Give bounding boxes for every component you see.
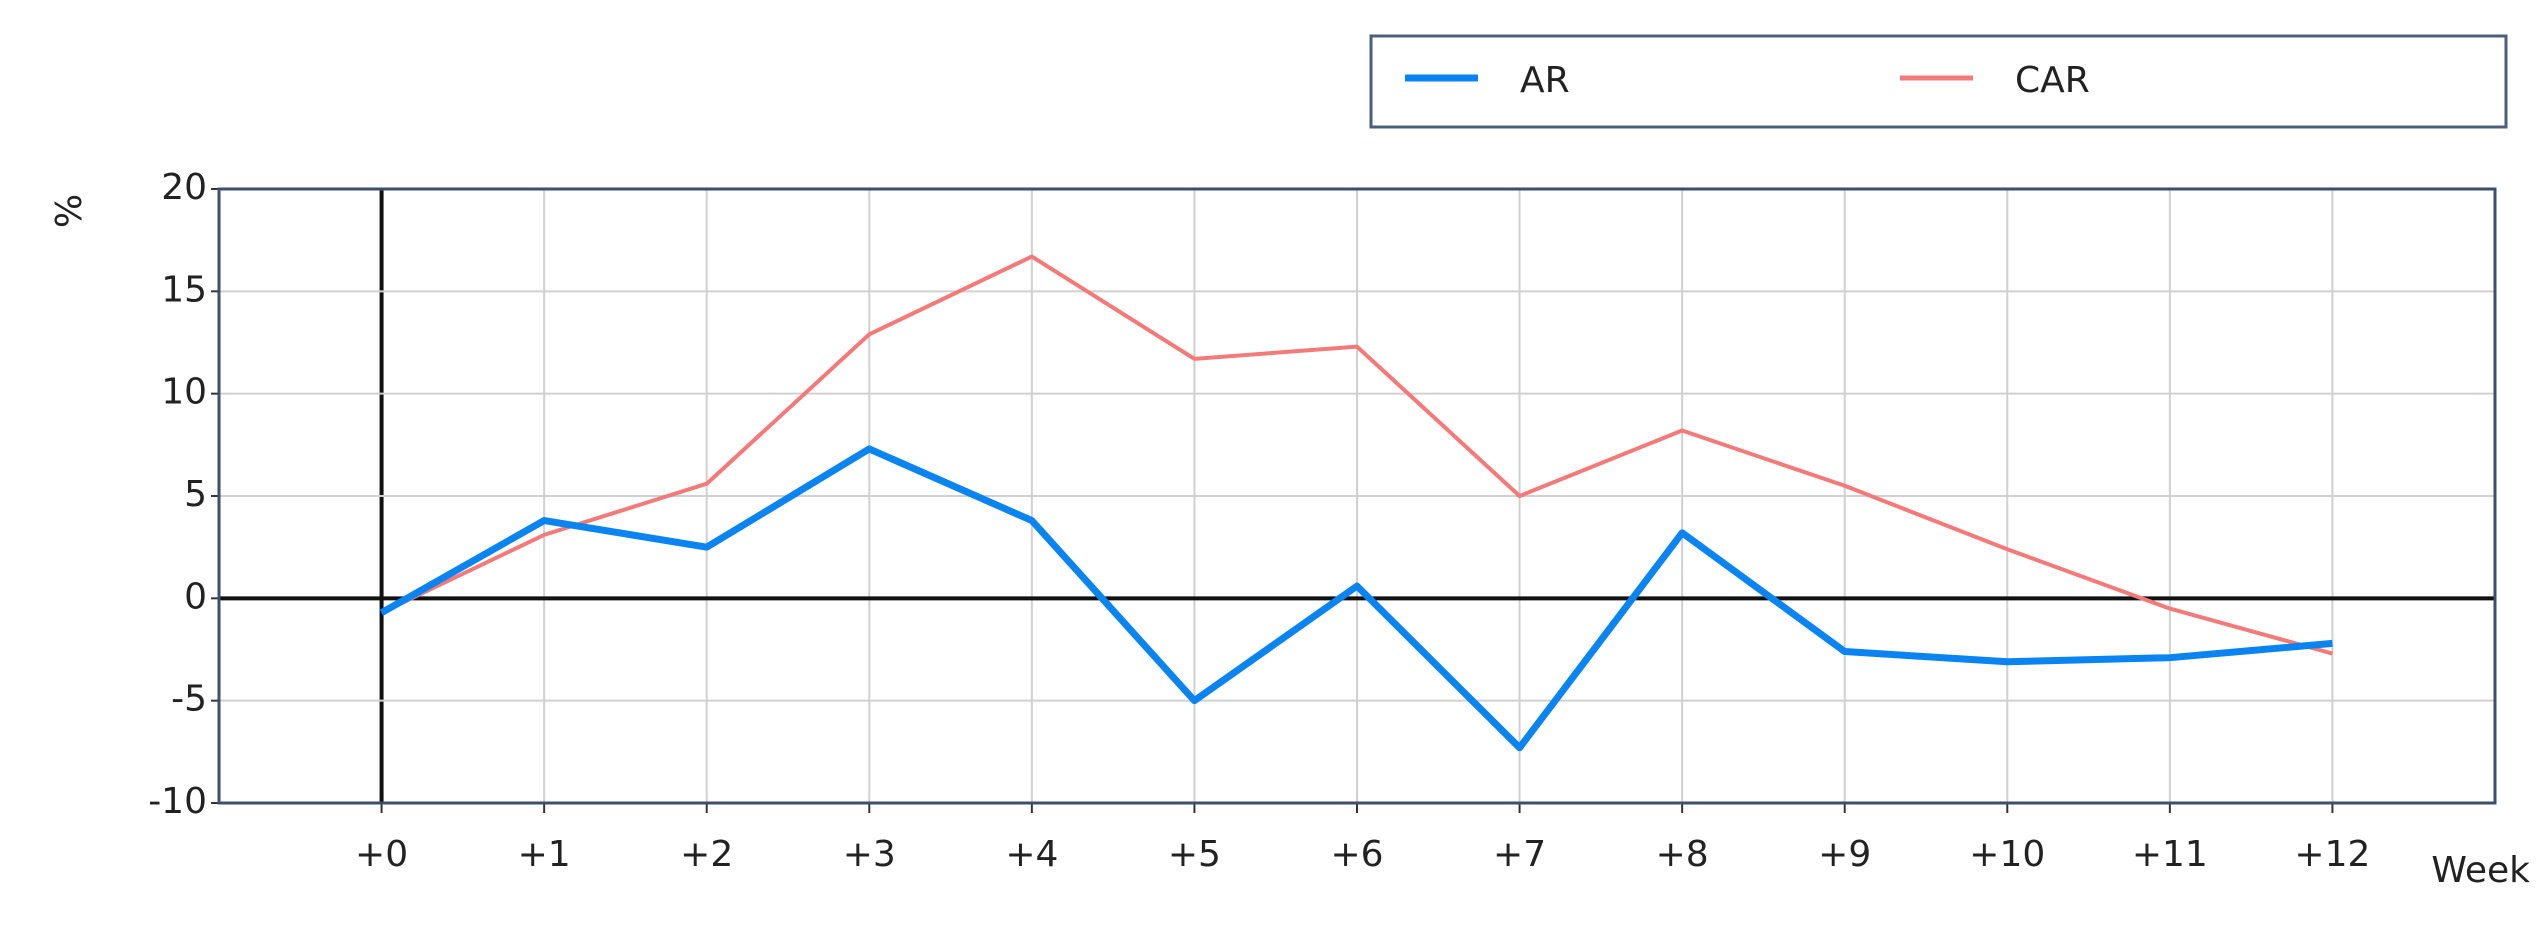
x-tick-label: +8 bbox=[1656, 834, 1709, 875]
y-tick-label: 20 bbox=[161, 167, 207, 208]
y-tick-label: 0 bbox=[184, 576, 207, 617]
y-tick-label: -5 bbox=[171, 679, 207, 720]
x-tick-label: +5 bbox=[1168, 834, 1221, 875]
x-tick-label: +3 bbox=[843, 834, 896, 875]
y-tick-label: 5 bbox=[184, 474, 207, 515]
x-tick-label: +12 bbox=[2294, 834, 2370, 875]
series-line bbox=[379, 445, 2333, 752]
x-tick-label: +2 bbox=[680, 834, 733, 875]
plot-border bbox=[217, 187, 2497, 805]
x-axis-label: Week bbox=[2431, 850, 2530, 891]
x-tick-label: +0 bbox=[355, 834, 408, 875]
y-axis-label: % bbox=[46, 194, 87, 228]
x-tick-label: +11 bbox=[2132, 834, 2208, 875]
y-tick-label: 10 bbox=[161, 372, 207, 413]
x-tick-label: +1 bbox=[518, 834, 571, 875]
x-tick-label: +9 bbox=[1818, 834, 1871, 875]
x-tick-label: +4 bbox=[1005, 834, 1058, 875]
x-tick-label: +6 bbox=[1330, 834, 1383, 875]
y-tick-label: 15 bbox=[161, 269, 207, 310]
legend-label: CAR bbox=[2015, 60, 2090, 101]
y-tick-label: -10 bbox=[148, 781, 207, 822]
legend-box bbox=[1369, 34, 2508, 129]
x-tick-label: +7 bbox=[1493, 834, 1546, 875]
series-line bbox=[380, 254, 2333, 656]
x-tick-label: +10 bbox=[1969, 834, 2045, 875]
legend-label: AR bbox=[1520, 60, 1570, 101]
